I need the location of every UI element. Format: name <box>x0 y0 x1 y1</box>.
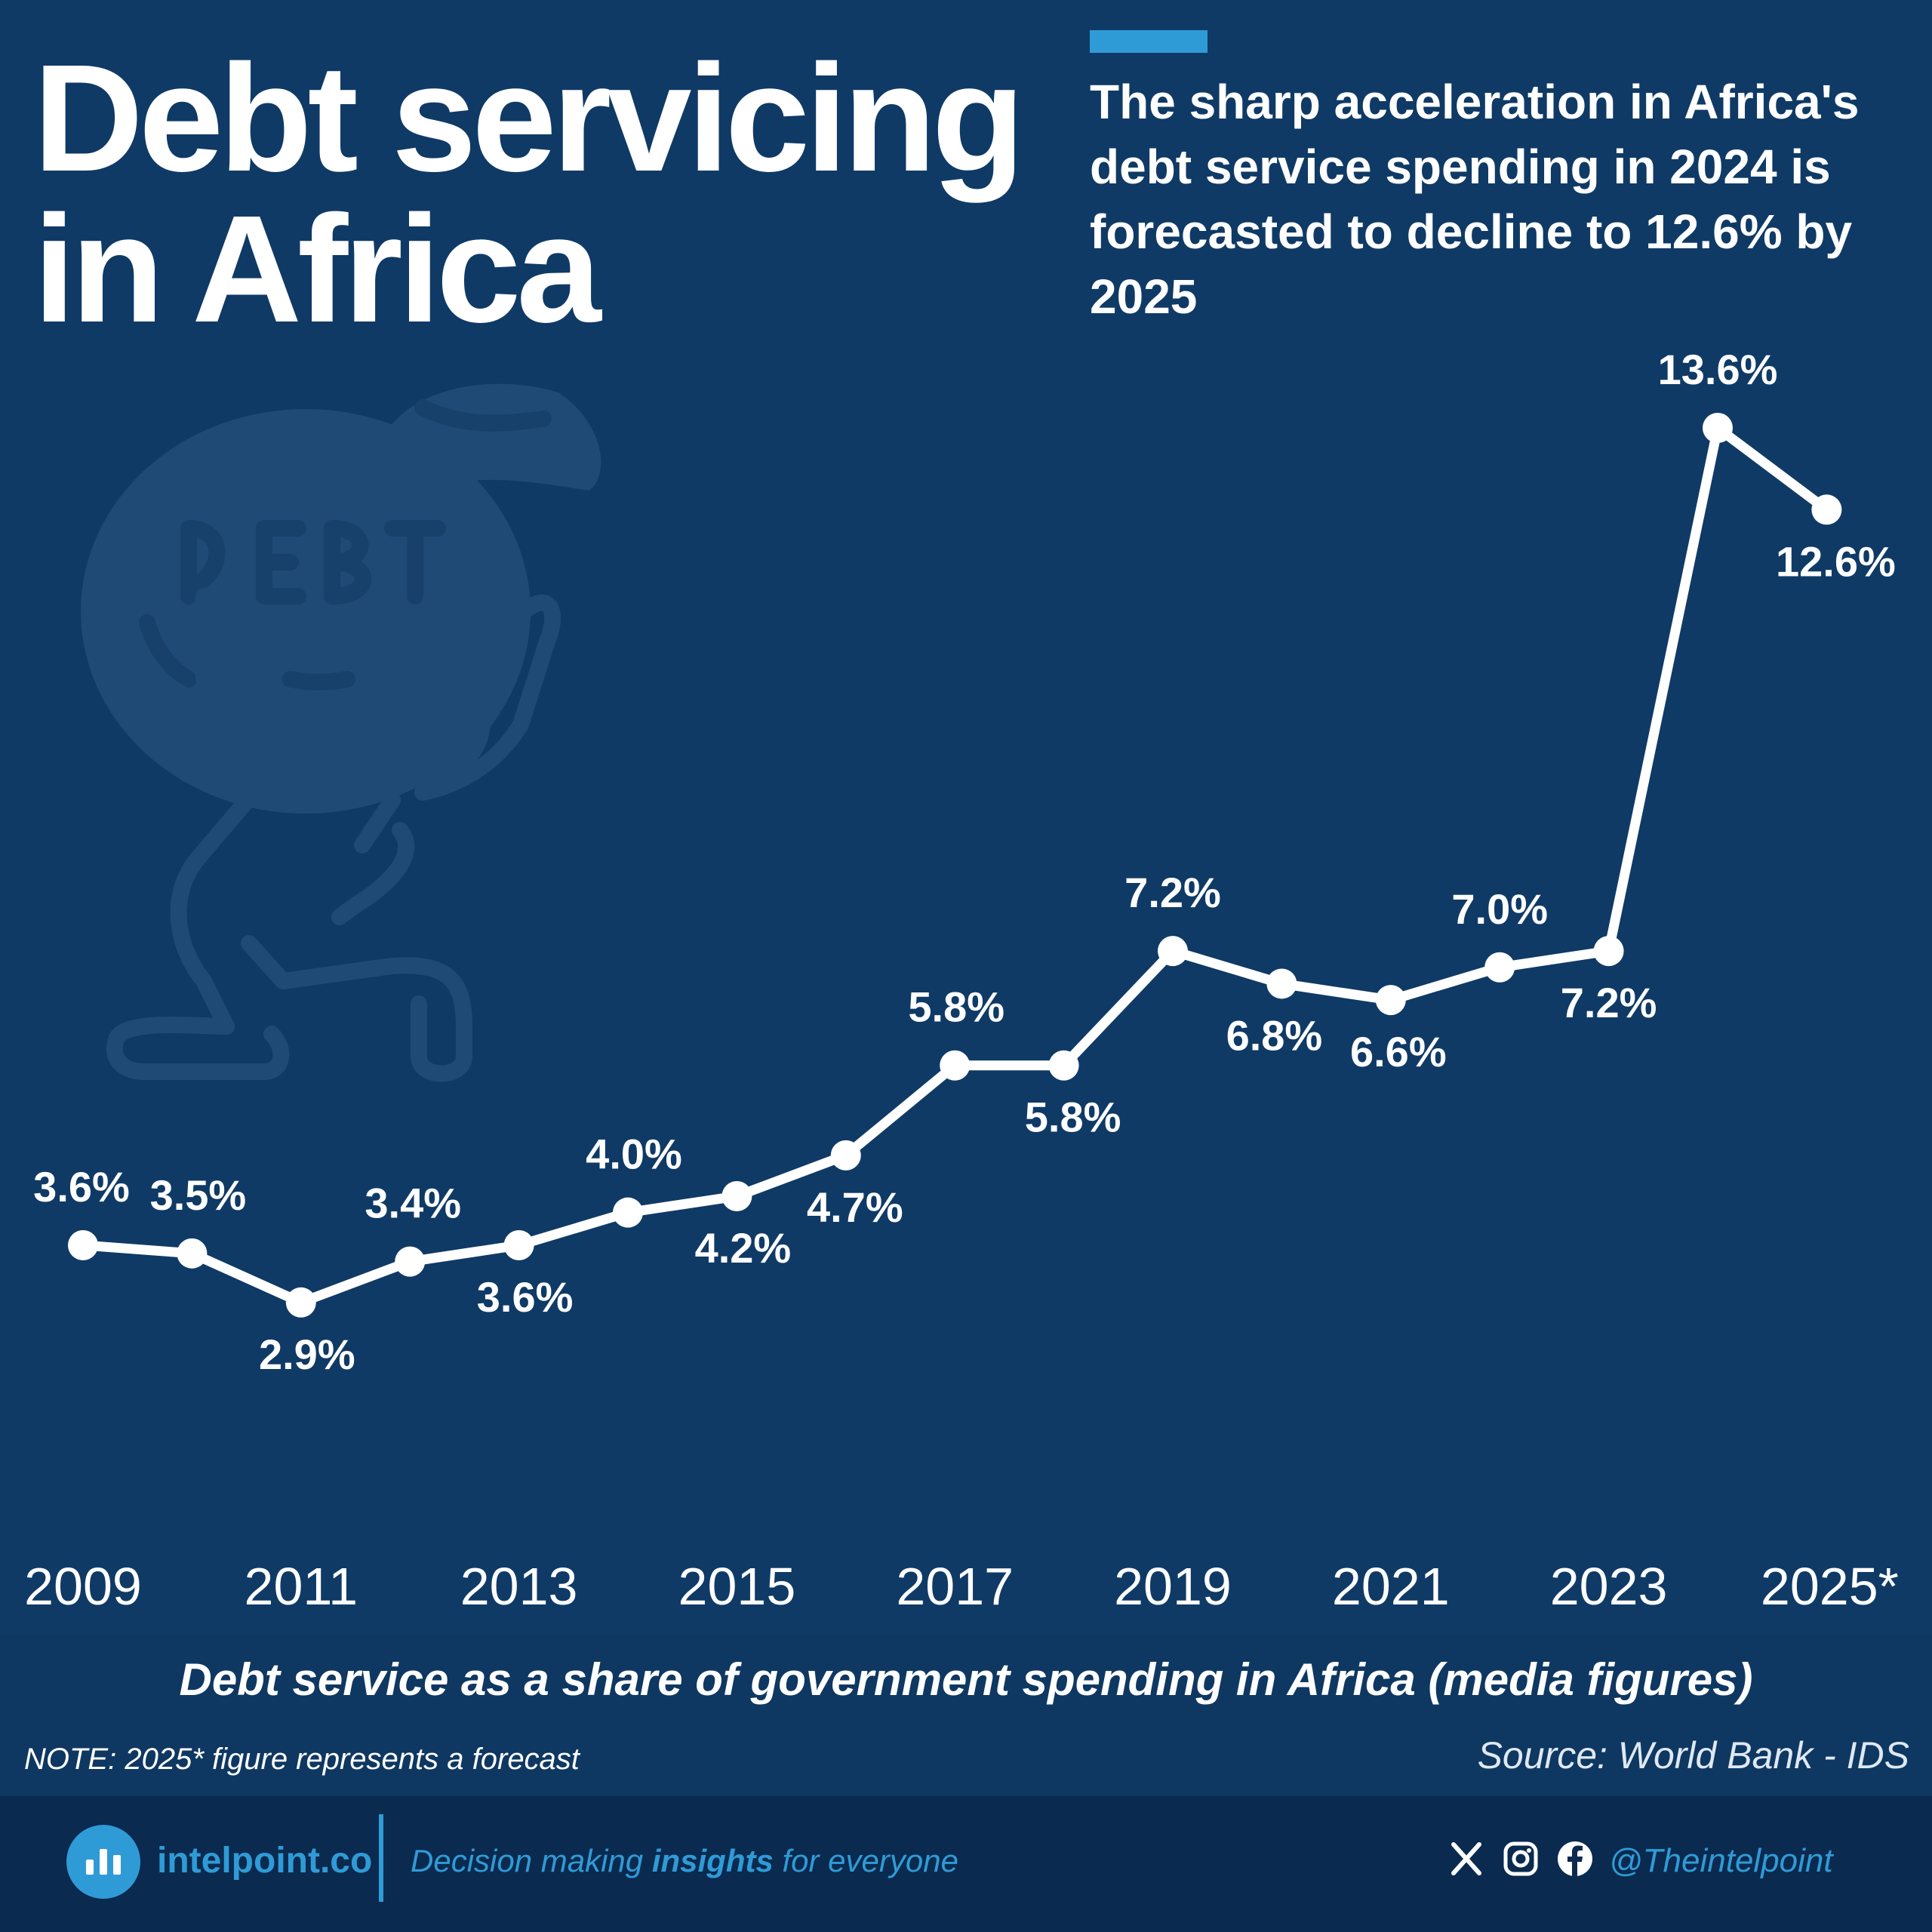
title-line-1: Debt servicing <box>33 32 1025 203</box>
x-axis-caption: Debt service as a share of government sp… <box>179 1654 1753 1705</box>
footer <box>0 1796 1932 1932</box>
social-handle[interactable]: @Theintelpoint <box>1609 1842 1833 1879</box>
data-point <box>1811 494 1842 525</box>
data-point <box>285 1287 316 1318</box>
data-label: 2.9% <box>259 1331 355 1378</box>
data-point <box>1048 1050 1079 1081</box>
data-point <box>1158 936 1188 967</box>
data-point <box>1375 985 1406 1016</box>
tagline-end: for everyone <box>773 1843 958 1878</box>
data-label: 3.6% <box>33 1163 130 1211</box>
logo-bars-icon[interactable] <box>66 1825 140 1899</box>
data-point <box>1266 968 1297 999</box>
data-label: 3.5% <box>150 1171 247 1219</box>
subtitle-accent-bar <box>1090 30 1208 53</box>
data-point <box>613 1197 643 1228</box>
data-point <box>177 1238 208 1269</box>
data-point <box>1593 936 1624 967</box>
data-point <box>503 1230 534 1260</box>
data-label: 6.8% <box>1226 1011 1323 1059</box>
title-line-2: in Africa <box>33 183 601 354</box>
brand-name[interactable]: intelpoint.co <box>157 1841 373 1881</box>
x-icon[interactable] <box>1447 1840 1485 1878</box>
x-tick-label: 2017 <box>896 1557 1014 1616</box>
x-tick-label: 2025* <box>1761 1557 1899 1616</box>
data-label: 4.2% <box>695 1224 792 1272</box>
data-label: 6.6% <box>1350 1028 1447 1075</box>
x-tick-label: 2019 <box>1114 1557 1232 1616</box>
data-point <box>830 1140 861 1171</box>
x-tick-label: 2009 <box>24 1557 142 1616</box>
data-label: 5.8% <box>908 983 1004 1031</box>
instagram-icon[interactable] <box>1502 1840 1540 1878</box>
data-label: 7.2% <box>1561 979 1657 1026</box>
x-tick-label: 2021 <box>1332 1557 1450 1616</box>
data-label: 4.0% <box>586 1131 682 1178</box>
tagline: Decision making insights for everyone <box>411 1840 958 1882</box>
chart-subtitle: The sharp acceleration in Africa's debt … <box>1090 75 1860 324</box>
series-line <box>82 423 1830 1308</box>
tagline-bold: insights <box>651 1843 774 1878</box>
data-label: 3.6% <box>477 1273 574 1321</box>
x-tick-label: 2015 <box>678 1557 796 1616</box>
forecast-note: NOTE: 2025* figure represents a forecast <box>24 1743 580 1776</box>
data-point <box>1703 413 1733 443</box>
x-tick-label: 2011 <box>245 1557 358 1616</box>
chart-title: Debt servicing in Africa <box>33 32 1025 354</box>
data-label: 12.6% <box>1776 537 1896 585</box>
data-point <box>395 1246 426 1277</box>
source-credit: Source: World Bank - IDS <box>1477 1734 1909 1777</box>
data-label: 13.6% <box>1658 346 1778 393</box>
data-label: 3.4% <box>365 1180 461 1227</box>
data-label: 5.8% <box>1025 1094 1121 1141</box>
data-point <box>940 1050 971 1081</box>
data-point <box>68 1230 98 1260</box>
caption-band <box>0 1635 1932 1796</box>
data-label: 4.7% <box>807 1183 903 1231</box>
footer-divider <box>379 1814 383 1902</box>
data-label: 7.2% <box>1124 869 1221 916</box>
data-point <box>721 1181 752 1212</box>
x-tick-label: 2013 <box>460 1557 578 1616</box>
data-point <box>1484 952 1515 983</box>
facebook-icon[interactable] <box>1556 1840 1594 1878</box>
tagline-start: Decision making <box>411 1843 652 1878</box>
data-label: 7.0% <box>1451 885 1548 933</box>
x-tick-label: 2023 <box>1550 1557 1668 1616</box>
